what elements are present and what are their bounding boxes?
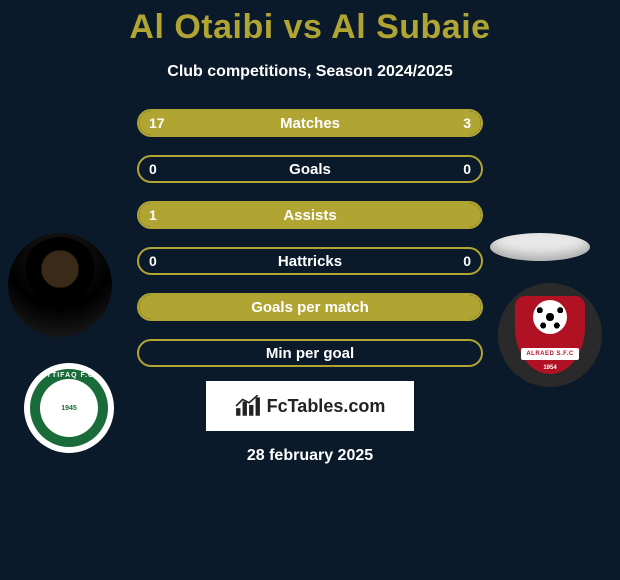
bar-label: Assists [283,207,336,224]
bar-value-left: 0 [149,161,157,177]
club-left-badge: ETTIFAQ F.C. 1945 [24,363,114,453]
player-left-avatar [8,233,112,337]
stat-bar: Hattricks 0 0 [137,247,483,275]
stat-bar: Goals 0 0 [137,155,483,183]
bar-fill-left [139,111,406,135]
club-right-name: ALRAED S.F.C [521,348,579,360]
bar-value-left: 0 [149,253,157,269]
bar-value-left: 17 [149,115,165,131]
page-title: Al Otaibi vs Al Subaie [0,0,620,47]
football-icon [533,300,567,334]
club-right-year: 1954 [543,365,556,371]
bar-value-left: 1 [149,207,157,223]
bar-label: Matches [280,115,340,132]
club-left-name: ETTIFAQ F.C. [30,372,108,379]
stat-bar: Min per goal [137,339,483,367]
bar-label: Hattricks [278,253,342,270]
comparison-area: ETTIFAQ F.C. 1945 ALRAED S.F.C 1954 Matc… [0,109,620,367]
bars-chart-icon [235,395,261,417]
bar-label: Min per goal [266,345,354,362]
stat-bars: Matches173Goals00Assists1Hattricks00Goal… [137,109,483,367]
subtitle: Club competitions, Season 2024/2025 [0,63,620,81]
bar-value-right: 0 [463,253,471,269]
bar-label: Goals per match [251,299,369,316]
date: 28 february 2025 [0,447,620,465]
bar-label: Goals [289,161,331,178]
watermark-text: FcTables.com [267,396,386,417]
player-right-avatar [490,233,590,261]
stat-bar: Assists 1 [137,201,483,229]
stat-bar: Goals per match [137,293,483,321]
club-left-year: 1945 [61,405,77,412]
stat-bar: Matches 17 3 [137,109,483,137]
club-right-badge: ALRAED S.F.C 1954 [498,283,602,387]
watermark: FcTables.com [206,381,414,431]
bar-value-right: 0 [463,161,471,177]
bar-value-right: 3 [463,115,471,131]
